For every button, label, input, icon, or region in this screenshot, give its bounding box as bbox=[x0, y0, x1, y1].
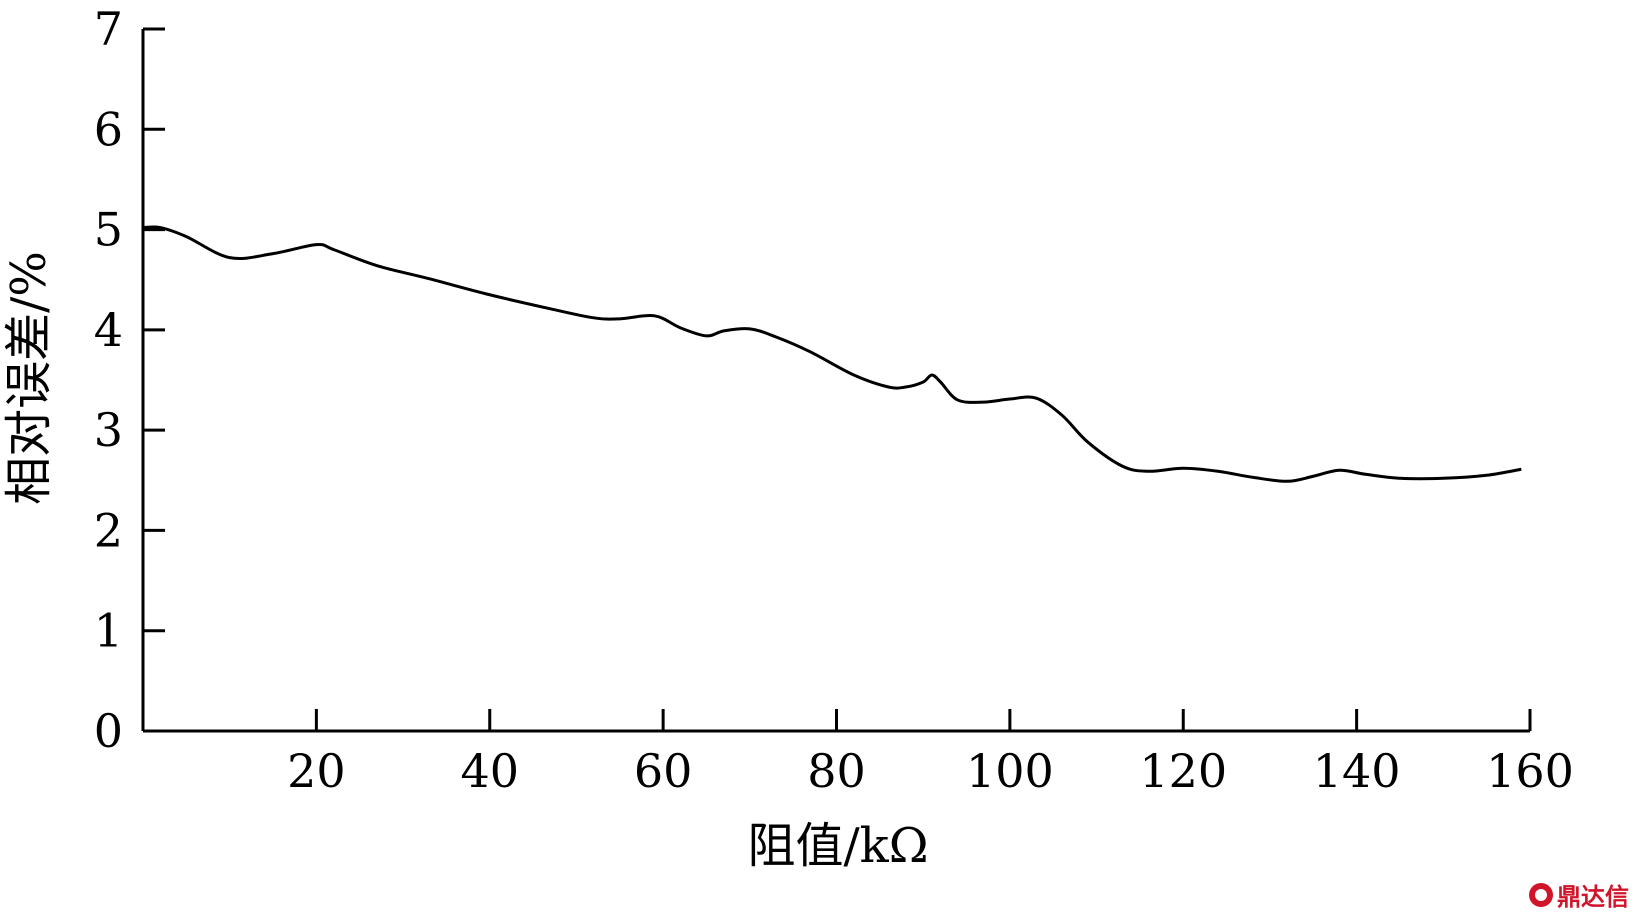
series-line bbox=[142, 225, 1522, 483]
axes bbox=[141, 29, 1530, 733]
x-tick-label: 60 bbox=[634, 744, 693, 798]
x-axis-title: 阻值/kΩ bbox=[747, 818, 928, 874]
y-tick-label: 4 bbox=[94, 303, 123, 357]
watermark-text: 鼎达信 bbox=[1557, 883, 1629, 911]
y-tick-label: 7 bbox=[94, 2, 123, 56]
y-axis-title: 相对误差/% bbox=[1, 251, 57, 505]
x-tick-label: 140 bbox=[1313, 744, 1401, 798]
ticks: 0 1 2 3 4 5 6 7 20 40 60 80 100 120 140 160 bbox=[94, 2, 1574, 798]
y-tick-label: 3 bbox=[94, 403, 123, 457]
y-tick-label: 5 bbox=[94, 203, 123, 257]
y-tick-label: 2 bbox=[94, 503, 123, 557]
x-tick-label: 100 bbox=[966, 744, 1054, 798]
watermark: 鼎达信 bbox=[1529, 877, 1629, 912]
x-tick-label: 20 bbox=[287, 744, 346, 798]
y-tick-label: 6 bbox=[94, 102, 123, 156]
x-tick-label: 160 bbox=[1486, 744, 1574, 798]
x-tick-label: 40 bbox=[460, 744, 519, 798]
x-tick-label: 120 bbox=[1139, 744, 1227, 798]
x-tick-label: 80 bbox=[807, 744, 866, 798]
series-layer bbox=[142, 225, 1522, 483]
y-tick-label: 0 bbox=[94, 704, 123, 758]
y-tick-label: 1 bbox=[94, 604, 123, 658]
watermark-logo-icon bbox=[1529, 882, 1553, 907]
